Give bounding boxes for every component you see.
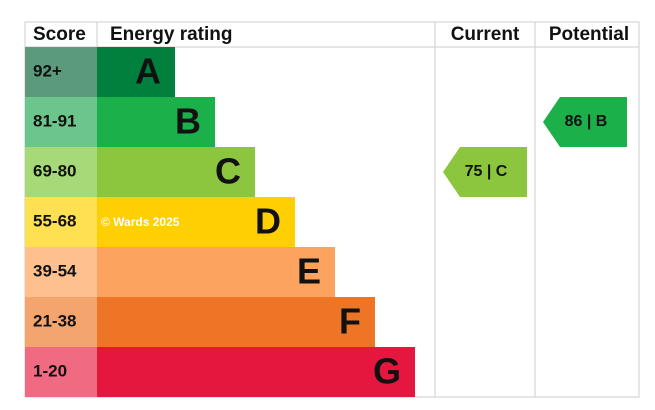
score-cell — [25, 47, 97, 97]
rating-bar — [97, 297, 375, 347]
score-label: 81-91 — [33, 111, 76, 130]
current-label: 75 | C — [465, 163, 508, 180]
watermark: © Wards 2025 — [101, 215, 180, 229]
rating-bar — [97, 97, 215, 147]
current-arrow — [443, 147, 527, 197]
score-cell — [25, 97, 97, 147]
score-cell — [25, 197, 97, 247]
score-cell — [25, 297, 97, 347]
rating-letter: F — [339, 301, 361, 342]
rating-bar — [97, 147, 255, 197]
rating-bar — [97, 247, 335, 297]
header-potential: Potential — [549, 24, 629, 45]
score-cell — [25, 147, 97, 197]
rating-bar — [97, 347, 415, 397]
score-label: 21-38 — [33, 311, 76, 330]
rating-letter: D — [255, 201, 281, 242]
score-label: 1-20 — [33, 361, 67, 380]
bands: 92+ A 81-91 B 69-80 C 55-68 D 39-54 E 21-38 F 1-20 G — [25, 47, 415, 397]
score-label: 69-80 — [33, 161, 76, 180]
potential-label: 86 | B — [565, 113, 608, 130]
score-label: 92+ — [33, 61, 62, 80]
header-score: Score — [33, 24, 86, 45]
rating-bar — [97, 197, 295, 247]
rating-letter: C — [215, 151, 241, 192]
rating-letter: B — [175, 101, 201, 142]
rating-bar — [97, 47, 175, 97]
score-label: 39-54 — [33, 261, 77, 280]
rating-letter: G — [373, 351, 401, 392]
rating-letter: A — [135, 51, 161, 92]
score-cell — [25, 347, 97, 397]
header-rating: Energy rating — [110, 24, 232, 45]
header-current: Current — [451, 24, 520, 45]
score-label: 55-68 — [33, 211, 76, 230]
potential-arrow — [543, 97, 627, 147]
rating-letter: E — [297, 251, 321, 292]
score-cell — [25, 247, 97, 297]
